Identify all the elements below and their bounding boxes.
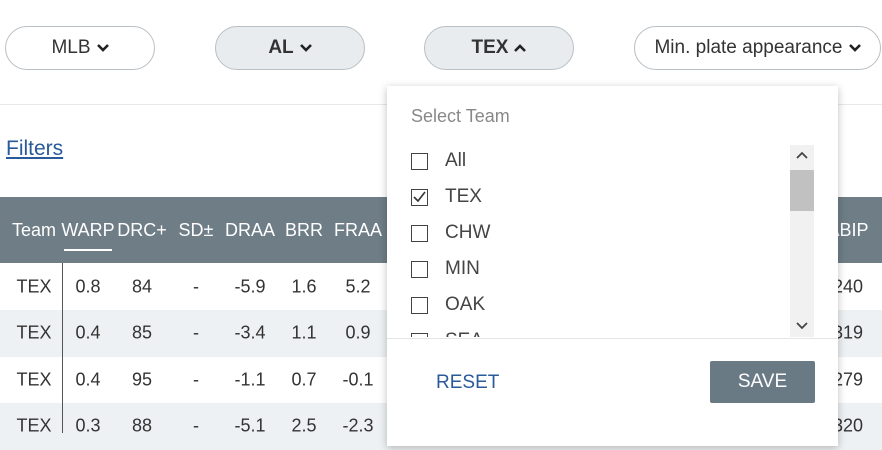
filter-label: MLB <box>51 37 91 58</box>
table-cell: 84 <box>131 276 153 297</box>
table-cell: 88 <box>131 415 153 436</box>
table-cell: 5.2 <box>345 276 371 297</box>
checkbox[interactable] <box>411 332 428 337</box>
option-label: OAK <box>445 294 486 315</box>
table-cell: 0.4 <box>75 322 101 343</box>
column-header[interactable]: BRR <box>284 220 324 240</box>
table-cell: TEX <box>16 276 52 297</box>
table-cell: 95 <box>131 369 153 390</box>
table-cell: -3.4 <box>234 322 266 343</box>
checkmark <box>413 191 426 202</box>
scroll-down[interactable] <box>796 322 808 330</box>
table-cell: 0.3 <box>75 415 101 436</box>
checkbox[interactable] <box>411 260 428 278</box>
option-list: All TEX CHW MIN OAK SEA <box>387 145 838 337</box>
checkbox[interactable] <box>411 188 428 206</box>
filter-label: Min. plate appearance <box>654 37 843 58</box>
page: MLB AL TEX Min. plate appearance Filters… <box>0 26 882 450</box>
table-cell: 279 <box>832 369 864 390</box>
checkbox[interactable] <box>411 224 428 242</box>
column-header[interactable]: DRC+ <box>117 220 167 240</box>
column-divider <box>62 263 63 433</box>
table-cell: - <box>193 276 199 297</box>
team-option[interactable]: MIN <box>411 254 480 284</box>
option-list-inner: All TEX CHW MIN OAK SEA <box>387 145 838 337</box>
table-cell: 320 <box>832 415 864 436</box>
filter-pill[interactable]: AL <box>215 26 365 70</box>
team-option[interactable]: CHW <box>411 218 490 248</box>
chevron <box>514 44 527 52</box>
team-option[interactable]: SEA <box>411 326 483 337</box>
column-header[interactable]: DRAA <box>224 220 276 240</box>
table-cell: 0.8 <box>75 276 101 297</box>
team-option[interactable]: TEX <box>411 182 482 212</box>
table-cell: - <box>193 415 199 436</box>
filter-pill[interactable]: TEX <box>424 26 574 70</box>
dropdown-title: Select Team <box>411 106 510 126</box>
table-cell: -2.3 <box>342 415 374 436</box>
table-cell: -0.1 <box>342 369 374 390</box>
table-cell: 319 <box>832 322 864 343</box>
column-header[interactable]: WARP <box>61 220 115 240</box>
column-header[interactable]: FRAA <box>333 220 383 240</box>
table-cell: 0.4 <box>75 369 101 390</box>
table-cell: -5.1 <box>234 415 266 436</box>
table-cell: 85 <box>131 322 153 343</box>
filters-link[interactable]: Filters <box>6 137 64 160</box>
scroll-up[interactable] <box>796 151 808 159</box>
option-label: TEX <box>445 186 482 207</box>
table-cell: 2.5 <box>291 415 317 436</box>
scrollbar-thumb[interactable] <box>790 170 814 211</box>
team-option[interactable]: All <box>411 146 466 176</box>
filter-label: AL <box>268 37 294 58</box>
column-header[interactable]: Team <box>11 220 57 240</box>
reset-button[interactable]: RESET <box>436 372 500 393</box>
filter-pill[interactable]: Min. plate appearance <box>634 26 881 70</box>
table-cell: - <box>193 369 199 390</box>
sort-underline <box>64 249 112 251</box>
chevron <box>848 44 861 52</box>
table-cell: 1.6 <box>291 276 317 297</box>
option-label: All <box>445 150 467 171</box>
filter-pill[interactable]: MLB <box>5 26 155 70</box>
option-label: CHW <box>445 222 491 243</box>
table-cell: 240 <box>832 276 864 297</box>
option-label: SEA <box>445 330 483 337</box>
checkbox[interactable] <box>411 152 428 170</box>
team-option[interactable]: OAK <box>411 290 485 320</box>
table-cell: 0.7 <box>291 369 317 390</box>
table-cell: 1.1 <box>291 322 317 343</box>
save-button[interactable]: SAVE <box>710 361 815 403</box>
column-header[interactable]: SD± <box>178 220 214 240</box>
scrollbar[interactable] <box>790 145 814 337</box>
table-cell: - <box>193 322 199 343</box>
table-cell: TEX <box>16 369 52 390</box>
table-cell: TEX <box>16 415 52 436</box>
table-cell: TEX <box>16 322 52 343</box>
option-label: MIN <box>445 258 480 279</box>
table-cell: -5.9 <box>234 276 266 297</box>
checkbox[interactable] <box>411 296 428 314</box>
chevron <box>299 44 312 52</box>
dropdown-panel: Select Team All TEX CHW MIN OAK SEA RESET SAV… <box>387 86 838 446</box>
divider <box>387 338 838 339</box>
table-cell: -1.1 <box>234 369 266 390</box>
table-cell: 0.9 <box>345 322 371 343</box>
chevron <box>96 44 109 52</box>
filter-label: TEX <box>471 37 509 58</box>
